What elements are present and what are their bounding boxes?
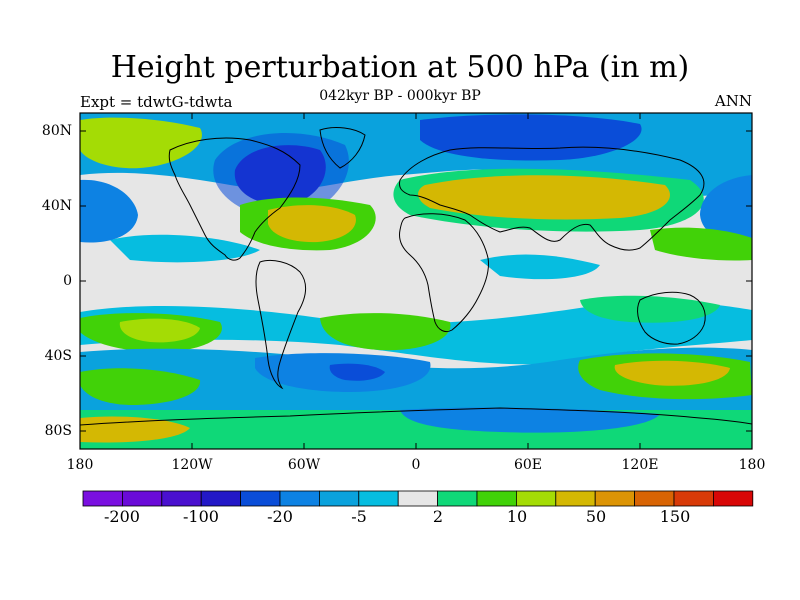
colorbar-swatch [279,490,320,507]
south-america-coast [255,259,307,390]
colorbar-swatch [555,490,596,507]
colorbar-label: 50 [585,507,607,526]
greenland-coast [319,127,366,169]
south-pacific-positive-core [119,318,200,343]
west-pacific-positive [650,227,752,261]
colorbar [82,490,754,507]
siberia-negative [420,114,642,161]
lat-label-40s: 40S [44,348,72,364]
lon-label-120w: 120W [171,457,213,473]
colorbar-swatch [476,490,517,507]
season-label: ANN [714,92,752,110]
lon-label-60w: 60W [287,457,321,473]
colorbar-swatch [122,490,163,507]
colorbar-swatch [397,490,439,507]
south-pacific-negative-core [329,363,385,381]
colorbar-swatch [318,490,360,507]
colorbar-swatch [240,490,281,507]
colorbar-swatch [713,490,754,507]
lon-label-0: 0 [411,457,421,473]
colorbar-label: 10 [506,507,528,526]
contour-field [80,113,752,449]
north-pacific-blue-right [700,175,752,243]
south-pacific-left-positive [80,368,201,405]
lat-label-80n: 80N [41,123,72,139]
colorbar-label: -200 [104,507,140,526]
lon-label-120e: 120E [621,457,659,473]
eurasia-coast [399,146,705,251]
north-pacific-blue-left [80,179,138,243]
colorbar-swatch [516,490,557,507]
lat-label-40n: 40N [41,198,72,214]
lat-label-0: 0 [63,273,72,289]
x-ticks [79,113,753,449]
pacific-north-positive [80,117,202,169]
colorbar-label: -100 [183,507,219,526]
southern-indian-positive-core [614,360,730,386]
colorbar-label: 150 [659,507,691,526]
colorbar-swatch [358,490,399,507]
africa-coast [399,213,489,333]
colorbar-swatch [437,490,478,507]
coastlines [80,127,752,426]
map-title: Height perturbation at 500 hPa (in m) [110,50,690,85]
experiment-label: Expt = tdwtG-tdwta [80,93,233,111]
australia-coast [637,291,706,345]
lat-label-80s: 80S [44,423,72,439]
lon-label-60e: 60E [513,457,543,473]
colorbar-label: -20 [267,507,293,526]
indian-ocean-blue [480,254,600,280]
antarctica-coast [80,407,752,426]
colorbar-swatch [634,490,675,507]
tropical-pacific-blue [110,234,260,263]
colorbar-swatch [673,490,714,507]
colorbar-swatch [594,490,636,507]
eurasia-positive-core [418,175,670,220]
indian-positive [580,295,720,323]
colorbar-label: -5 [351,507,367,526]
map-subtitle: 042kyr BP - 000kyr BP [319,88,481,104]
north-america-coast [168,137,301,261]
lon-label-180-right: 180 [738,457,766,473]
colorbar-swatch [200,490,241,507]
colorbar-label: 2 [432,507,444,526]
colorbar-swatch [82,490,123,507]
colorbar-swatch [161,490,202,507]
antarctic-blue [400,407,660,433]
y-ticks [80,130,752,432]
south-atlantic-positive [320,313,451,351]
atlantic-positive-core [268,205,356,243]
lon-label-180-left: 180 [66,457,94,473]
